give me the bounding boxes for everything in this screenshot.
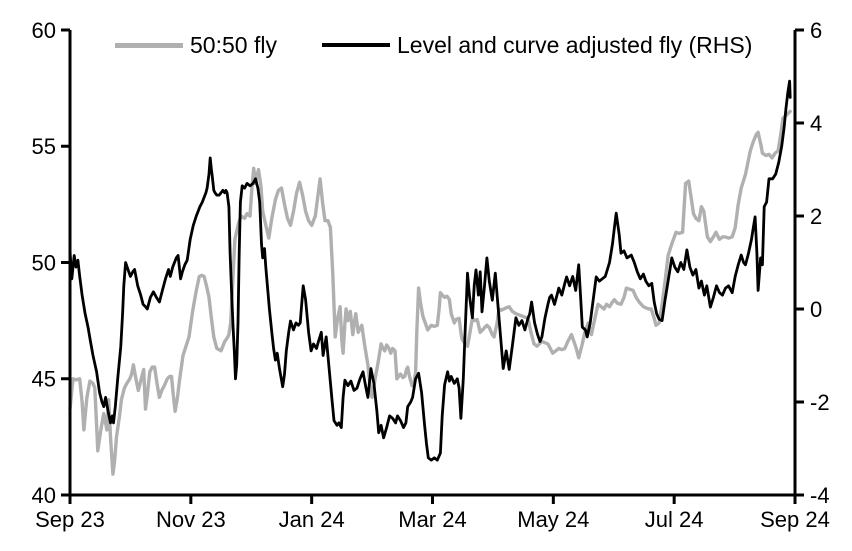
series-line-0 bbox=[68, 109, 792, 476]
legend-label-5050-fly: 50:50 fly bbox=[190, 32, 277, 58]
left-axis-tick-label: 60 bbox=[32, 18, 56, 43]
legend-label-level-curve-fly: Level and curve adjusted fly (RHS) bbox=[397, 32, 753, 58]
legend-swatch-1 bbox=[322, 43, 390, 47]
right-axis-tick-label: 2 bbox=[810, 204, 822, 229]
right-axis-tick-label: -2 bbox=[810, 390, 830, 415]
left-axis-tick-label: 40 bbox=[32, 483, 56, 508]
left-axis-tick-label: 50 bbox=[32, 250, 56, 275]
legend-item-level-curve-fly: Level and curve adjusted fly (RHS) bbox=[322, 33, 752, 57]
series-line-1 bbox=[68, 79, 792, 462]
right-axis-tick-label: 6 bbox=[810, 18, 822, 43]
x-axis-tick-label: May 24 bbox=[517, 507, 589, 532]
x-axis-tick-label: Jul 24 bbox=[645, 507, 704, 532]
x-axis-tick-label: Nov 23 bbox=[156, 507, 226, 532]
right-axis-tick-label: 4 bbox=[810, 111, 822, 136]
x-axis-tick-label: Sep 23 bbox=[35, 507, 105, 532]
legend-item-5050-fly: 50:50 fly bbox=[115, 33, 277, 57]
right-axis-tick-label: 0 bbox=[810, 297, 822, 322]
x-axis-tick-label: Mar 24 bbox=[398, 507, 466, 532]
left-axis-tick-label: 55 bbox=[32, 134, 56, 159]
left-axis-tick-label: 45 bbox=[32, 367, 56, 392]
right-axis-tick-label: -4 bbox=[810, 483, 830, 508]
x-axis-tick-label: Sep 24 bbox=[760, 507, 830, 532]
legend-swatch-0 bbox=[115, 42, 183, 48]
x-axis-tick-label: Jan 24 bbox=[279, 507, 345, 532]
